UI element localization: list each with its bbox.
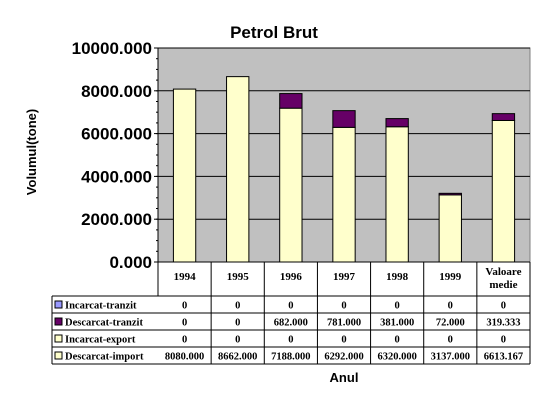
table-cell: 6292.000 — [324, 352, 363, 363]
bar-descarcat-tranzit — [332, 110, 356, 128]
table-cell: 7188.000 — [271, 352, 310, 363]
table-cell: 319.333 — [486, 318, 520, 329]
table-cell: 0 — [182, 301, 187, 312]
bar-descarcat-tranzit — [491, 113, 516, 121]
table-cell: 3137.000 — [431, 352, 470, 363]
legend-swatch — [54, 334, 63, 343]
legend-swatch — [54, 300, 63, 309]
table-cell: 0 — [182, 335, 187, 346]
chart-title: Petrol Brut — [230, 23, 318, 42]
table-header-label-line: medie — [489, 279, 517, 291]
table-header-label: 1999 — [439, 271, 462, 283]
table-cell: 0 — [448, 335, 453, 346]
table-cell: 0 — [501, 335, 506, 346]
table-cell: 6320.000 — [377, 352, 416, 363]
table-cell: 8080.000 — [165, 352, 204, 363]
table-header-label-line: Valoare — [485, 266, 521, 278]
table-cell: 72.000 — [436, 318, 465, 329]
y-tick-label: 8000.000 — [81, 82, 152, 101]
table-row-label: Descarcat-import — [65, 352, 144, 363]
table-cell: 0 — [395, 335, 400, 346]
bar-descarcat-tranzit — [385, 118, 409, 128]
y-tick-label: 10000.000 — [72, 39, 152, 58]
table-cell: 0 — [288, 301, 293, 312]
legend-swatch — [54, 317, 63, 326]
table-header-label: 1995 — [227, 271, 250, 283]
table-cell: 682.000 — [274, 318, 308, 329]
table-row-label: Incarcat-tranzit — [65, 301, 137, 312]
table-cell: 381.000 — [380, 318, 414, 329]
table-cell: 0 — [235, 335, 240, 346]
y-tick-label: 4000.000 — [81, 167, 152, 186]
bar-descarcat-tranzit — [279, 93, 303, 109]
y-axis-label: Volumul(tone) — [24, 109, 39, 195]
table-cell: 0 — [501, 301, 506, 312]
bar-descarcat-import — [438, 194, 462, 263]
table-header-label: 1998 — [386, 271, 409, 283]
table-header-label: 1997 — [333, 271, 356, 283]
table-cell: 781.000 — [327, 318, 361, 329]
bar-descarcat-tranzit — [438, 192, 462, 196]
table-cell: 0 — [235, 318, 240, 329]
table-cell: 0 — [395, 301, 400, 312]
y-tick-label: 0.000 — [109, 253, 152, 272]
table-header-label: Valoare medie — [485, 266, 521, 291]
table-cell: 0 — [341, 335, 346, 346]
table-row-label: Descarcat-tranzit — [65, 318, 143, 329]
bar-descarcat-import — [226, 76, 250, 263]
table-header-label: 1994 — [174, 271, 197, 283]
bar-descarcat-import — [279, 107, 303, 263]
table-cell: 0 — [182, 318, 187, 329]
table-cell: 0 — [341, 301, 346, 312]
table-cell: 0 — [235, 301, 240, 312]
table-cell: 8662.000 — [218, 352, 257, 363]
bar-descarcat-import — [491, 119, 516, 263]
x-axis-label: Anul — [330, 370, 359, 385]
table-cell: 0 — [448, 301, 453, 312]
table-cell: 6613.167 — [484, 352, 523, 363]
legend-swatch — [54, 351, 63, 360]
y-tick-label: 6000.000 — [81, 125, 152, 144]
table-row-label: Incarcat-export — [65, 335, 136, 346]
y-tick-label: 2000.000 — [81, 210, 152, 229]
table-header-label: 1996 — [280, 271, 303, 283]
bar-descarcat-import — [332, 126, 356, 263]
table-cell: 0 — [288, 335, 293, 346]
bar-descarcat-import — [385, 126, 409, 263]
bar-descarcat-import — [172, 88, 197, 263]
